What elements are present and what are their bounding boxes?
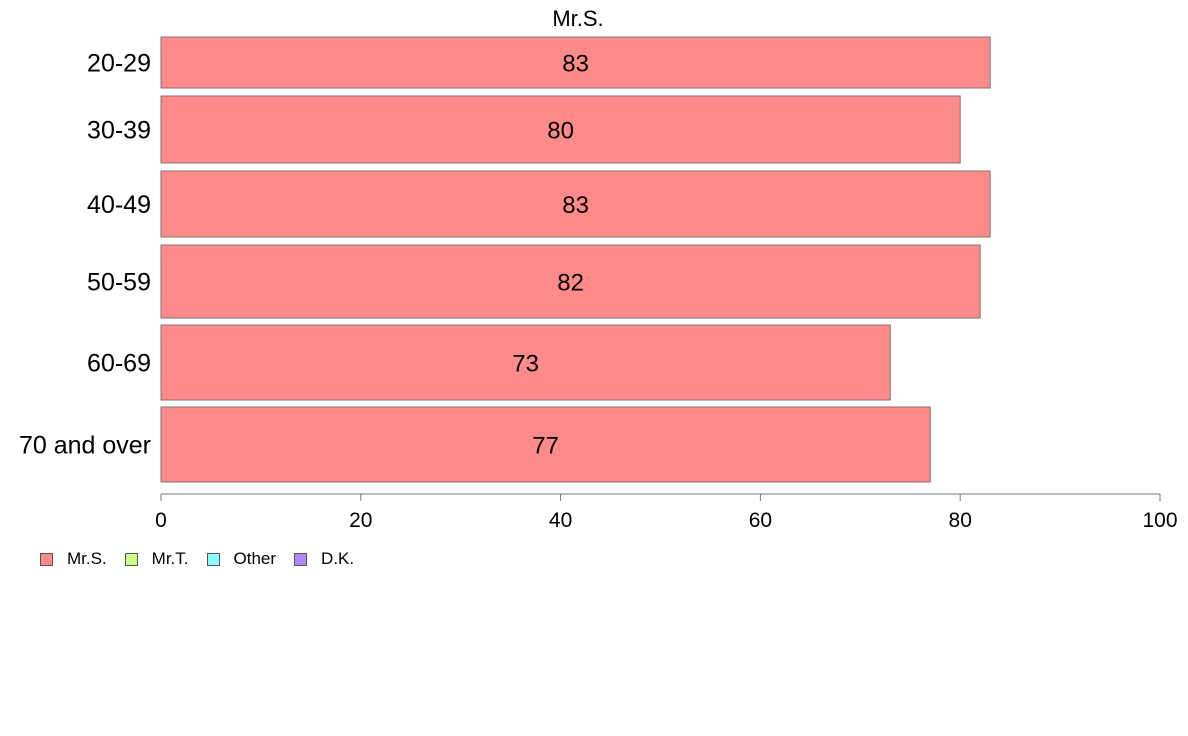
bars-group: 83 20-29 80 30-39 83 40-49 82 50-59 73 60-69 77 70 … [19,36,991,483]
legend-swatch [124,552,138,566]
bar-30-39 [160,95,961,164]
category-label: 60-69 [87,350,151,378]
x-tick-label: 60 [749,509,772,532]
x-tick-label: 100 [1142,509,1177,532]
chart-title: Mr.S. [552,6,603,31]
x-tick-label: 40 [549,509,572,532]
category-label: 50-59 [87,269,151,297]
legend-label: D.K. [321,549,355,568]
legend-swatch [40,552,53,566]
bar-value-label: 80 [547,118,574,145]
bar-20-29 [160,36,991,89]
bar-40-49 [160,170,991,238]
category-label: 40-49 [87,191,151,219]
legend-item-dk: D.K. [294,549,354,569]
category-label: 70 and over [19,432,151,460]
x-tick-label: 0 [155,509,167,532]
x-tick-label: 20 [349,509,372,532]
legend-label: Mr.T. [151,549,189,568]
legend-swatch [206,552,220,566]
bar-value-label: 83 [562,51,589,78]
category-label: 30-39 [87,117,151,145]
bar-50-59 [160,244,981,319]
legend-swatch [294,552,308,566]
bar-value-label: 73 [512,351,539,378]
legend: Mr.S. Mr.T. Other D.K. [40,549,372,569]
legend-item-mr-t: Mr.T. [124,549,189,569]
legend-label: Mr.S. [67,549,107,568]
bar-70-and-over [160,406,931,483]
bar-value-label: 77 [532,433,559,460]
legend-label: Other [233,549,277,568]
bar-value-label: 83 [562,192,589,219]
bar-value-label: 82 [557,270,584,297]
bar-60-69 [160,324,891,401]
x-axis: 0 20 40 60 80 100 [155,493,1178,532]
x-tick-label: 80 [949,509,972,532]
legend-item-other: Other [206,549,277,569]
category-label: 20-29 [87,50,151,78]
legend-item-mr-s: Mr.S. [40,549,107,569]
